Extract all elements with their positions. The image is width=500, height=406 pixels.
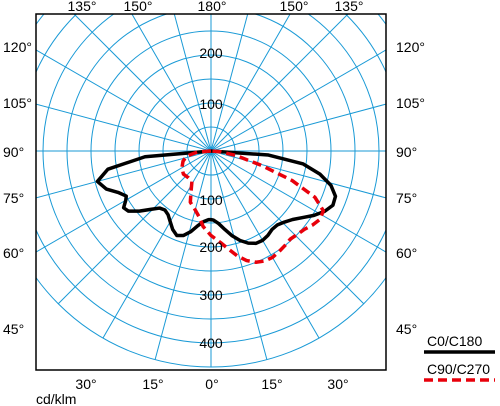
angle-label-top-180: 180° (198, 0, 227, 14)
angle-label-left-45: 45° (3, 321, 24, 337)
angle-label-right-120: 120° (396, 39, 425, 55)
radial-tick-label-100: 100 (199, 96, 223, 112)
angle-label-left-60: 60° (3, 245, 24, 261)
angle-label-left-90: 90° (3, 144, 24, 160)
radial-tick-label-100-lower: 100 (199, 192, 223, 208)
grid-spoke-165 (2, 151, 211, 207)
angle-label-left-105: 105° (3, 95, 32, 111)
angle-label-left-120: 120° (3, 39, 32, 55)
grid-spoke-345 (211, 95, 420, 151)
angle-label-bottom-30-left: 30° (75, 376, 96, 392)
angle-label-left-75: 75° (3, 190, 24, 206)
angle-label-bottom-0: 0° (205, 376, 218, 392)
angle-label-top-135-right: 135° (335, 0, 364, 14)
angle-label-right-75: 75° (396, 190, 417, 206)
unit-label: cd/klm (36, 391, 76, 406)
angle-label-right-60: 60° (396, 245, 417, 261)
angle-label-top-135-left: 135° (68, 0, 97, 14)
angle-label-top-150-right: 150° (280, 0, 309, 14)
grid-spoke-240 (103, 0, 211, 151)
legend: C0/C180 C90/C270 (424, 333, 495, 380)
angle-label-bottom-30-right: 30° (327, 376, 348, 392)
legend-label-c90: C90/C270 (427, 361, 490, 377)
angle-label-top-150-left: 150° (124, 0, 153, 14)
angle-label-right-45: 45° (396, 321, 417, 337)
angle-label-right-90: 90° (396, 144, 417, 160)
grid-spoke-45 (211, 151, 364, 304)
grid-spoke-300 (211, 0, 319, 151)
angle-label-right-105: 105° (396, 95, 425, 111)
radial-tick-label-200-lower: 200 (199, 239, 223, 255)
grid-spoke-105 (155, 151, 211, 360)
radial-tick-label-400: 400 (199, 335, 223, 351)
legend-label-c0: C0/C180 (427, 333, 482, 349)
grid-spoke-195 (2, 95, 211, 151)
radial-tick-label-300: 300 (199, 287, 223, 303)
grid-spoke-75 (211, 151, 267, 360)
angle-label-bottom-15-right: 15° (261, 376, 282, 392)
grid-spoke-135 (58, 151, 211, 304)
angle-label-bottom-15-left: 15° (142, 376, 163, 392)
radial-tick-label-200: 200 (199, 45, 223, 61)
